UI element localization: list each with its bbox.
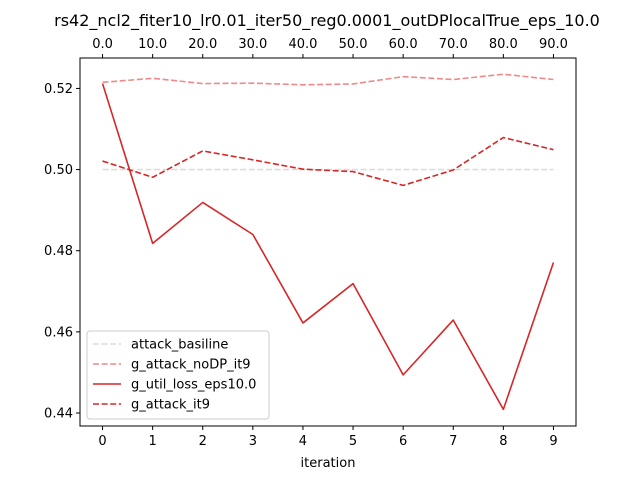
y-tick-label: 0.46 [44, 325, 73, 340]
x-tick-label: 0 [98, 434, 106, 449]
top-x-tick-label: 10.0 [138, 37, 167, 52]
series-line-g-util-loss-eps10-0 [101, 83, 555, 411]
series-line-g-attack-nodp-it9 [102, 73, 554, 86]
top-x-tick-label: 70.0 [439, 37, 468, 52]
x-tick-label: 3 [249, 434, 257, 449]
x-axis: 0 1 2 3 4 5 6 7 8 9 [98, 426, 558, 449]
x-axis-label: iteration [301, 456, 356, 471]
y-tick-label: 0.52 [44, 82, 73, 97]
x-tick-label: 7 [449, 434, 457, 449]
top-x-tick-label: 50.0 [339, 37, 368, 52]
legend-label: g_attack_it9 [131, 398, 210, 413]
top-x-tick-label: 30.0 [238, 37, 267, 52]
y-axis: 0.44 0.46 0.48 0.50 0.52 [44, 82, 80, 422]
legend: attack_basiline g_attack_noDP_it9 g_util_l… [86, 330, 270, 420]
x-tick-label: 9 [549, 434, 557, 449]
top-x-tick-label: 90.0 [539, 37, 568, 52]
plot-area-frame [79, 57, 577, 427]
legend-box [86, 330, 270, 420]
top-x-tick-label: 0.0 [92, 37, 113, 52]
top-x-axis: 0.0 10.0 20.0 30.0 40.0 50.0 60.0 70.0 80.0 90.0 [92, 37, 568, 58]
x-tick-label: 1 [149, 434, 157, 449]
series-layer [101, 73, 555, 411]
series-line-g-attack-it9 [102, 136, 554, 187]
top-x-tick-label: 40.0 [288, 37, 317, 52]
x-tick-label: 5 [349, 434, 357, 449]
y-tick-label: 0.50 [44, 163, 73, 178]
x-tick-label: 8 [499, 434, 507, 449]
top-x-tick-label: 20.0 [188, 37, 217, 52]
legend-label: g_attack_noDP_it9 [131, 358, 251, 373]
top-x-tick-label: 60.0 [389, 37, 418, 52]
legend-label: g_util_loss_eps10.0 [131, 378, 256, 393]
chart-title: rs42_ncl2_fiter10_lr0.01_iter50_reg0.000… [54, 11, 600, 31]
x-tick-label: 2 [199, 434, 207, 449]
top-x-tick-label: 80.0 [489, 37, 518, 52]
x-tick-label: 6 [399, 434, 407, 449]
x-tick-label: 4 [299, 434, 307, 449]
y-tick-label: 0.44 [44, 407, 73, 422]
y-tick-label: 0.48 [44, 244, 73, 259]
legend-label: attack_basiline [131, 338, 228, 353]
